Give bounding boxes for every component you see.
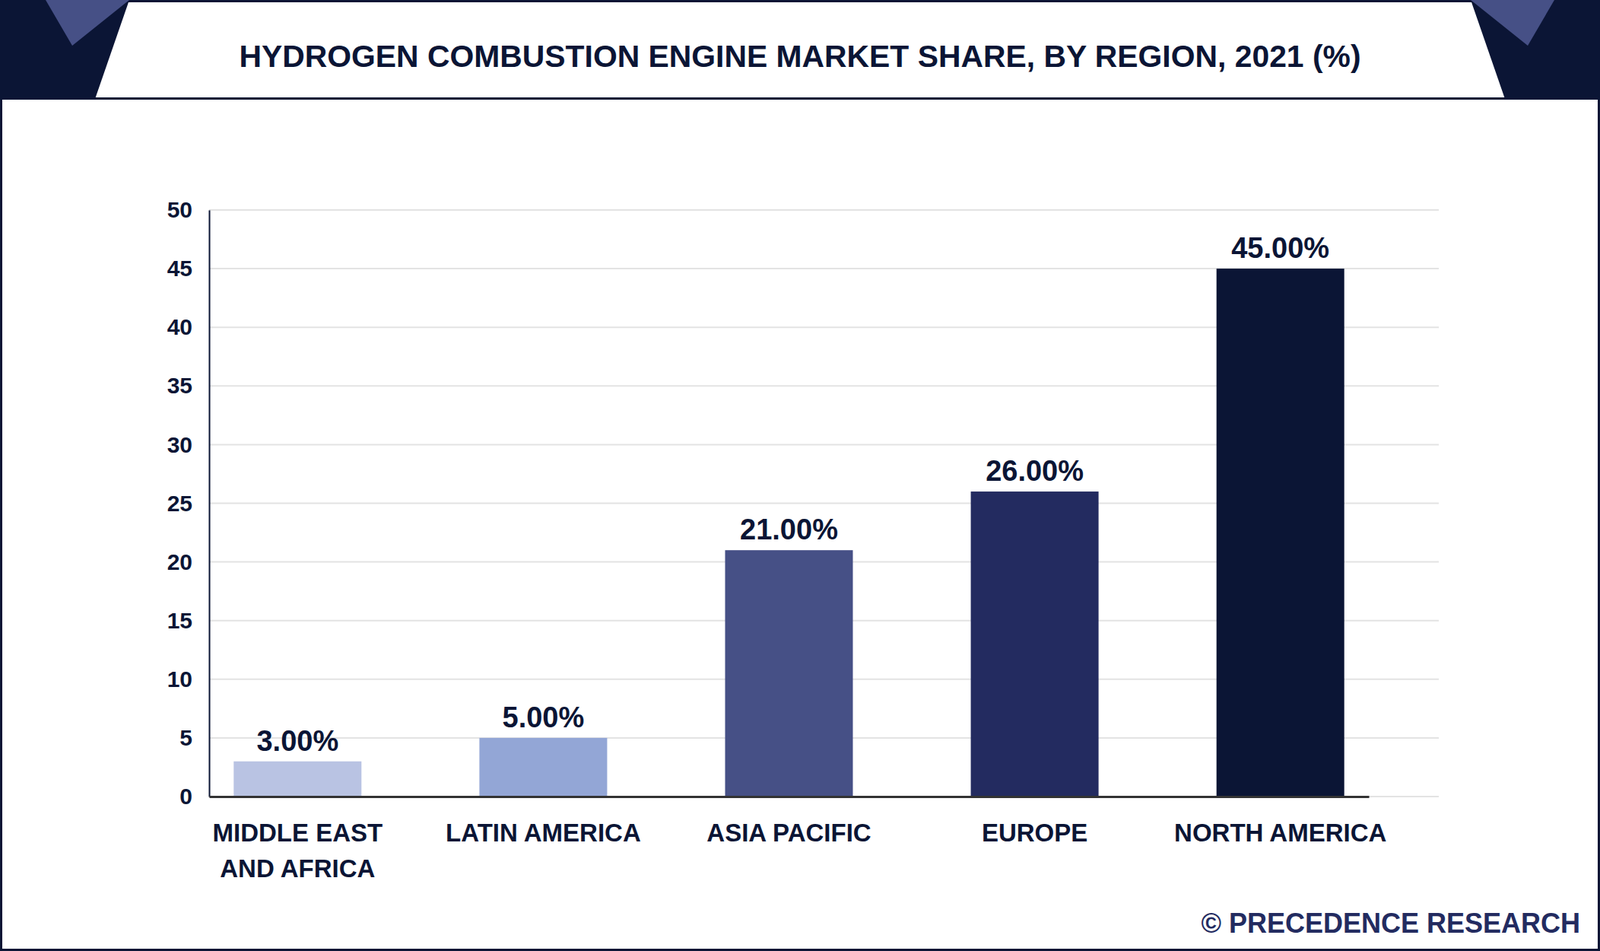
data-label: 45.00% bbox=[1231, 231, 1330, 264]
corner-right-accent bbox=[1470, 0, 1555, 46]
header-rule bbox=[0, 97, 1600, 100]
source: © PRECEDENCE RESEARCH bbox=[1200, 907, 1581, 939]
corner-left bbox=[0, 0, 130, 99]
y-tick-label: 20 bbox=[167, 549, 193, 575]
y-tick-label: 35 bbox=[167, 372, 193, 398]
y-tick-label: 25 bbox=[167, 490, 193, 516]
x-tick-label: EUROPE bbox=[981, 818, 1088, 847]
x-tick-label: ASIA PACIFIC bbox=[706, 818, 871, 847]
y-tick: 45 bbox=[167, 255, 210, 281]
bars bbox=[233, 268, 1344, 797]
title: HYDROGEN COMBUSTION ENGINE MARKET SHARE,… bbox=[239, 39, 1362, 74]
x-tick-label: LATIN AMERICA bbox=[445, 818, 642, 847]
y-axis-line bbox=[209, 210, 211, 797]
x-axis: MIDDLE EASTAND AFRICA LATIN AMERICA ASIA P… bbox=[209, 796, 1388, 883]
y-tick: 20 bbox=[167, 549, 210, 575]
bar bbox=[724, 549, 853, 797]
chart-canvas: HYDROGEN COMBUSTION ENGINE MARKET SHARE,… bbox=[0, 0, 1600, 951]
corner-left-accent bbox=[45, 0, 130, 46]
data-label: 5.00% bbox=[502, 701, 585, 734]
y-tick-label: 50 bbox=[167, 196, 193, 223]
bar bbox=[479, 737, 607, 797]
data-label: 26.00% bbox=[985, 454, 1084, 487]
y-tick: 15 bbox=[167, 607, 210, 633]
x-tick-label: NORTH AMERICA bbox=[1174, 818, 1387, 847]
y-tick-label: 10 bbox=[167, 666, 193, 692]
data-label: 21.00% bbox=[739, 513, 839, 546]
x-tick: LATIN AMERICA bbox=[445, 796, 642, 847]
y-tick-label: 5 bbox=[179, 724, 193, 750]
y-tick: 40 bbox=[167, 314, 210, 340]
y-tick-label: 40 bbox=[167, 314, 193, 340]
x-axis-line bbox=[209, 795, 1370, 798]
y-tick-label: 0 bbox=[179, 783, 193, 809]
corner-right bbox=[1470, 0, 1600, 99]
y-tick-label: 30 bbox=[167, 431, 193, 458]
y-tick: 25 bbox=[167, 490, 210, 516]
y-tick-label: 15 bbox=[167, 607, 193, 633]
x-tick: ASIA PACIFIC bbox=[706, 796, 871, 847]
data-label: 3.00% bbox=[256, 724, 339, 757]
bar bbox=[1216, 268, 1345, 797]
x-tick: MIDDLE EASTAND AFRICA bbox=[212, 796, 383, 883]
grid-line bbox=[209, 795, 1439, 797]
frame bbox=[1, 1, 1600, 950]
y-tick: 5 bbox=[179, 724, 210, 750]
bar bbox=[971, 491, 1099, 797]
grid-line bbox=[209, 209, 1439, 211]
x-tick: NORTH AMERICA bbox=[1174, 796, 1387, 847]
x-tick: EUROPE bbox=[981, 796, 1088, 847]
y-tick: 35 bbox=[167, 372, 210, 398]
y-tick-label: 45 bbox=[167, 255, 193, 281]
y-tick: 0 bbox=[179, 783, 210, 809]
y-tick: 50 bbox=[167, 196, 210, 223]
data-labels: 3.00% 5.00% 21.00% 26.00% 45.00% bbox=[256, 231, 1330, 757]
y-tick: 10 bbox=[167, 666, 210, 692]
grid bbox=[209, 209, 1439, 797]
bar bbox=[233, 761, 362, 797]
x-tick-label: MIDDLE EASTAND AFRICA bbox=[212, 818, 383, 882]
y-tick: 30 bbox=[167, 431, 210, 458]
y-axis: 0 5 10 15 20 25 30 35 40 45 50 bbox=[167, 196, 210, 809]
